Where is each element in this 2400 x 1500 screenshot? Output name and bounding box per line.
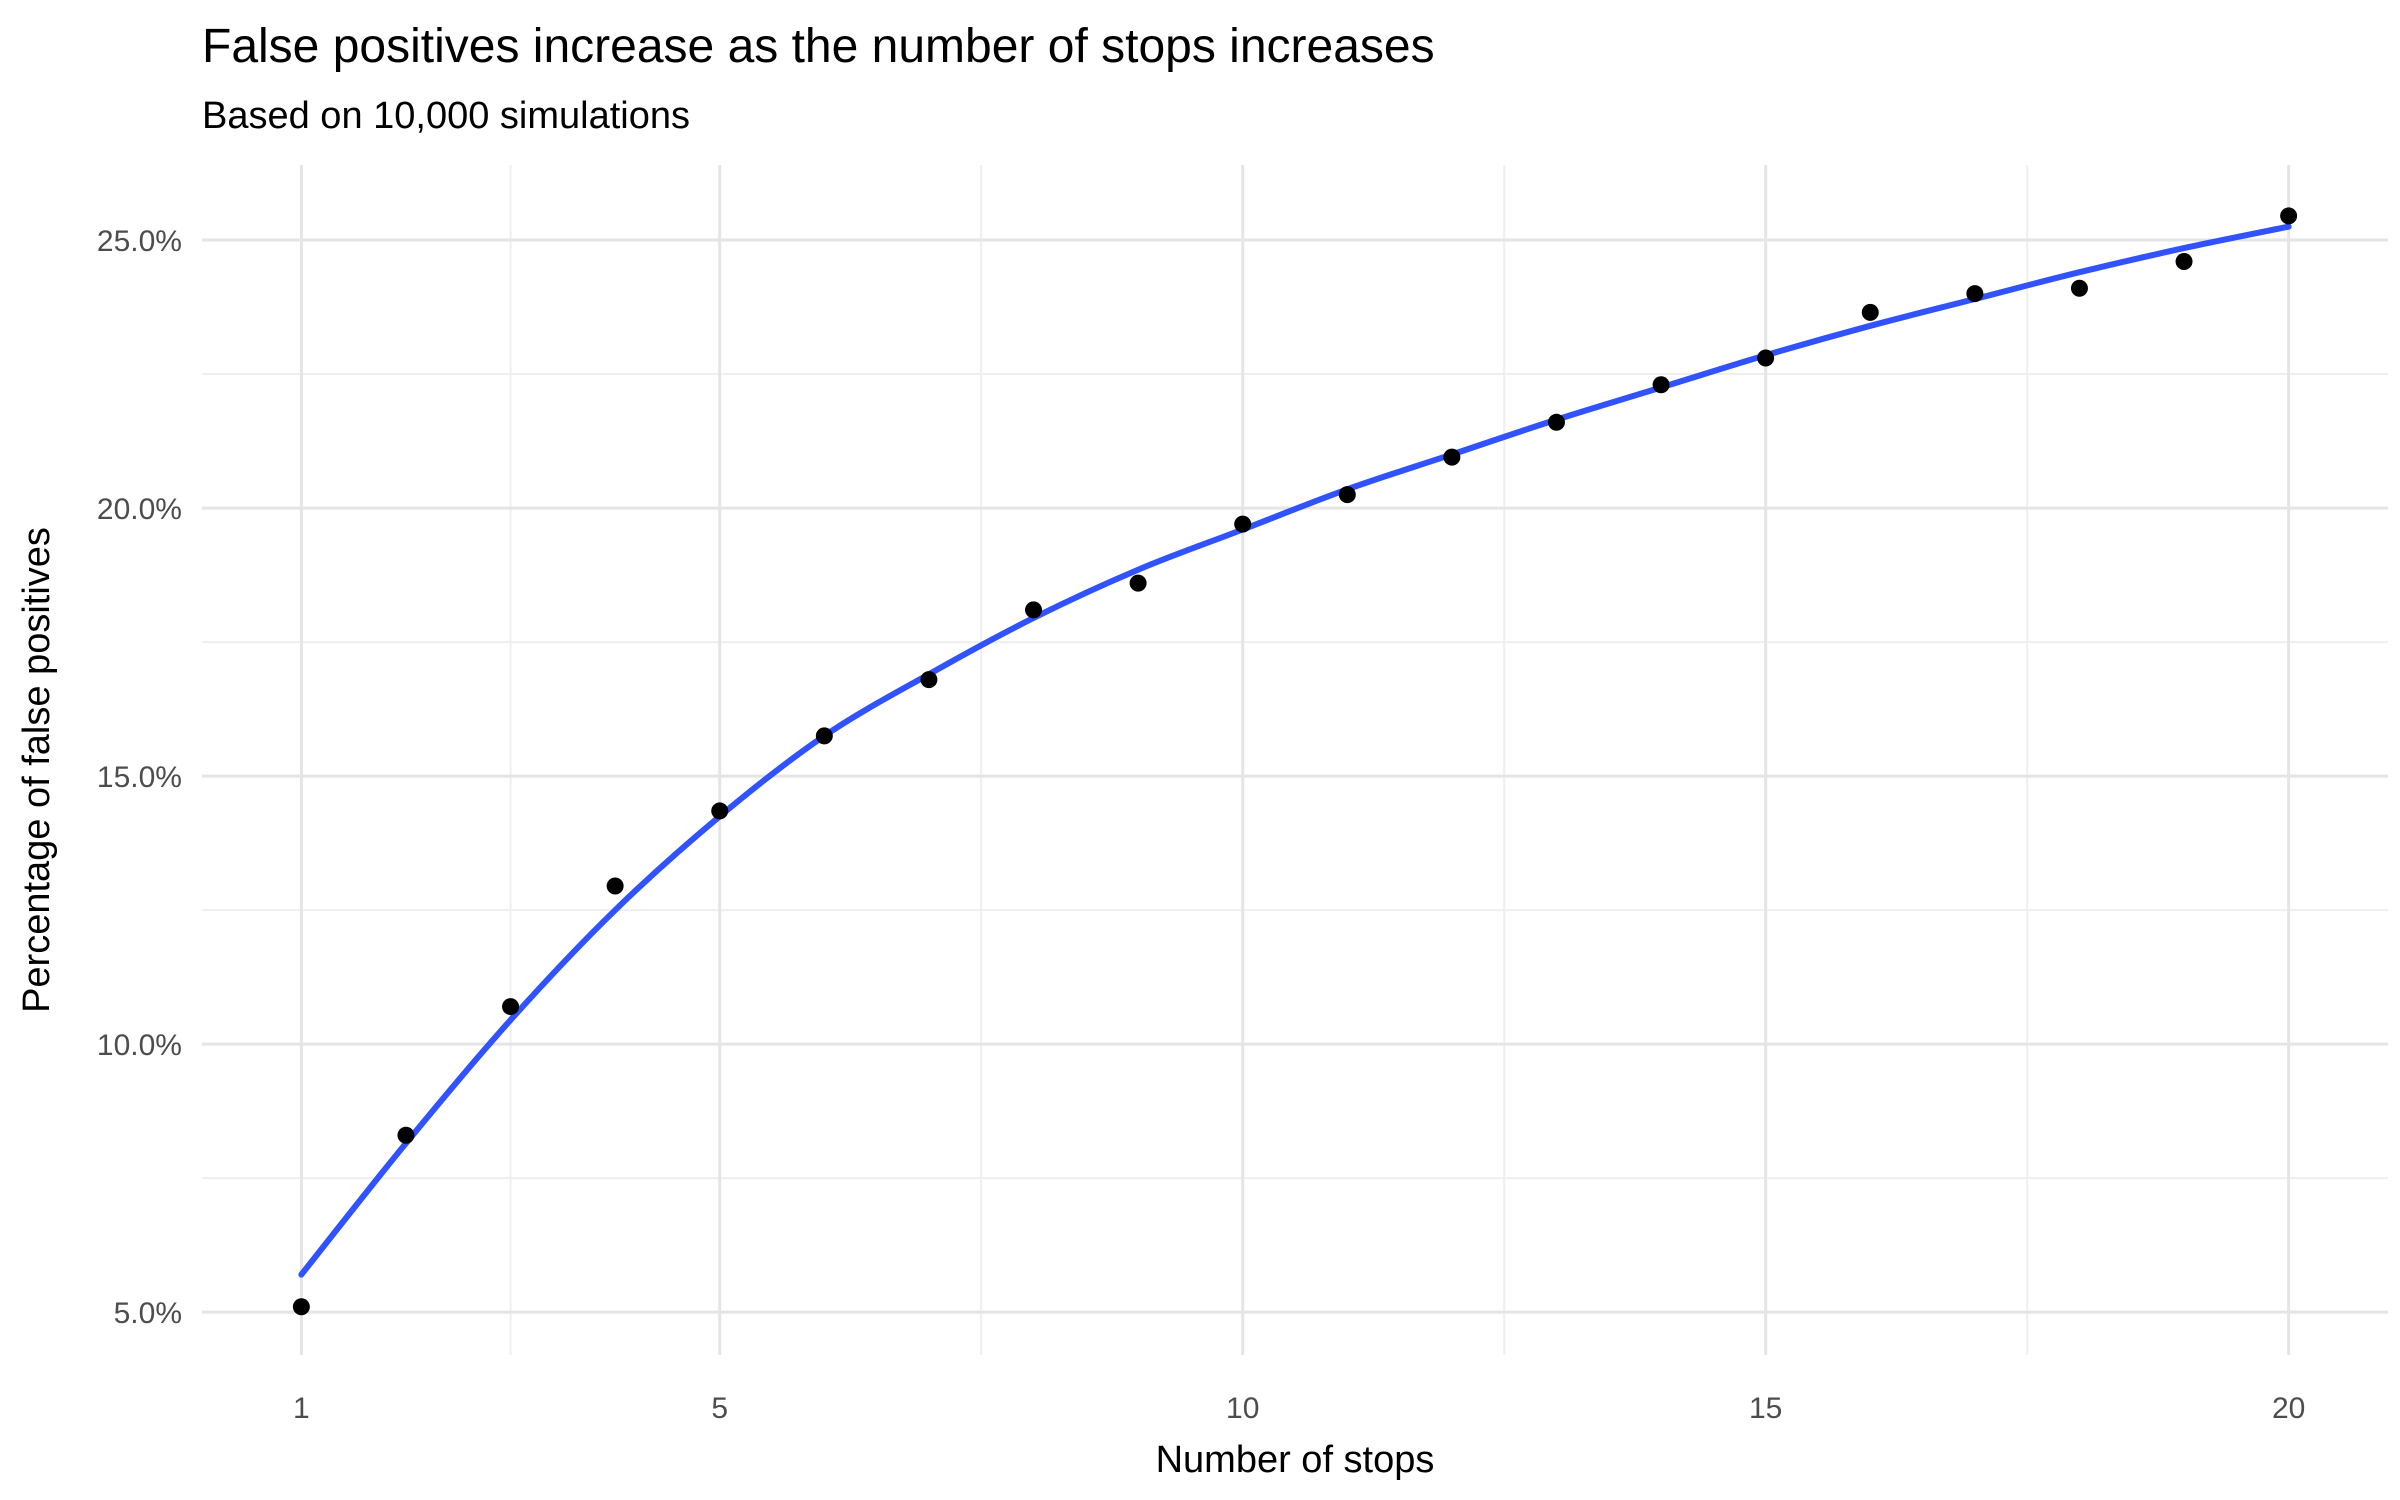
data-point [1443, 448, 1461, 466]
data-point [397, 1126, 415, 1144]
axis-tick-labels: 1 5 10 15 205.0%10.0%15.0%20.0%25.0% [97, 225, 2305, 1425]
data-point [711, 802, 729, 820]
data-point [815, 727, 833, 745]
chart-subtitle: Based on 10,000 simulations [202, 95, 690, 137]
grid-layer [202, 165, 2388, 1355]
points-layer [292, 207, 2298, 1316]
x-tick-label: 15 [1749, 1392, 1782, 1425]
x-tick-label: 10 [1226, 1392, 1259, 1425]
y-tick-label: 10.0% [97, 1029, 182, 1062]
data-point [1547, 413, 1565, 431]
x-axis-title: Number of stops [1156, 1439, 1435, 1481]
fit-line [298, 223, 2292, 1278]
data-point [1025, 601, 1043, 619]
y-tick-label: 25.0% [97, 225, 182, 258]
data-point [2280, 207, 2298, 225]
data-point [2175, 252, 2193, 270]
data-point [1338, 486, 1356, 504]
y-axis-title: Percentage of false positives [16, 527, 58, 1013]
x-tick-label: 5 [711, 1392, 728, 1425]
data-point [1966, 285, 1984, 303]
data-point [606, 877, 624, 895]
data-point [1234, 515, 1252, 533]
chart-title: False positives increase as the number o… [202, 20, 1435, 73]
data-point [1757, 349, 1775, 367]
x-tick-label: 20 [2272, 1392, 2305, 1425]
data-point [1861, 303, 1879, 321]
data-point [1652, 376, 1670, 394]
y-tick-label: 20.0% [97, 493, 182, 526]
data-point [920, 671, 938, 689]
data-point [292, 1298, 310, 1316]
data-point [502, 998, 520, 1016]
y-tick-label: 15.0% [97, 761, 182, 794]
data-point [2070, 279, 2088, 297]
fit-line-layer [298, 223, 2292, 1278]
y-tick-label: 5.0% [114, 1297, 182, 1330]
x-tick-label: 1 [293, 1392, 310, 1425]
data-point [1129, 574, 1147, 592]
